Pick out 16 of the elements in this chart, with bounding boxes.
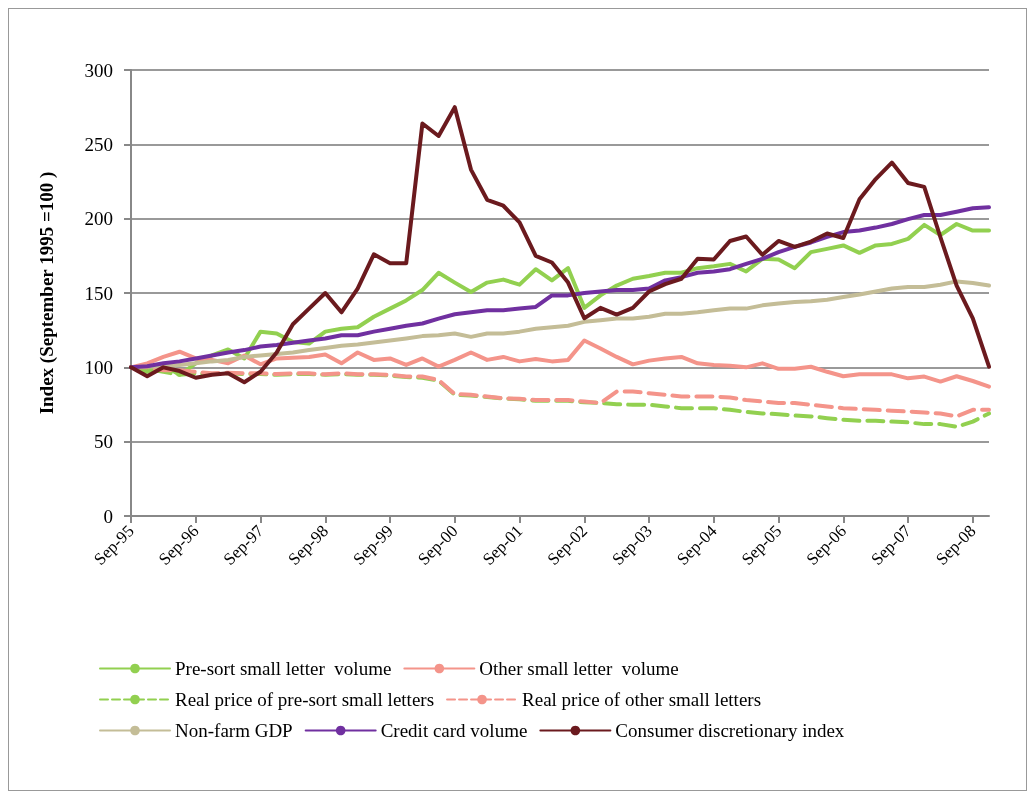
legend-label: Other small letter volume: [479, 658, 679, 679]
y-tick-label: 250: [84, 133, 113, 155]
legend-label: Real price of pre-sort small letters: [175, 689, 435, 710]
legend-label: Pre-sort small letter volume: [175, 658, 392, 679]
y-axis-title: Index (September 1995 =100 ): [36, 171, 58, 415]
y-tick-label: 0: [103, 505, 113, 527]
y-tick-label: 200: [84, 208, 113, 230]
legend-label: Credit card volume: [380, 720, 528, 741]
y-tick-label: 50: [94, 431, 113, 453]
y-tick-label: 300: [84, 59, 113, 81]
line-series: [129, 105, 991, 385]
legend-label: Real price of other small letters: [522, 689, 762, 710]
legend-label: Non-farm GDP: [175, 720, 293, 741]
y-tick-label: 150: [84, 282, 113, 304]
legend-label: Consumer discretionary index: [615, 720, 845, 741]
y-tick-label: 100: [84, 356, 113, 378]
